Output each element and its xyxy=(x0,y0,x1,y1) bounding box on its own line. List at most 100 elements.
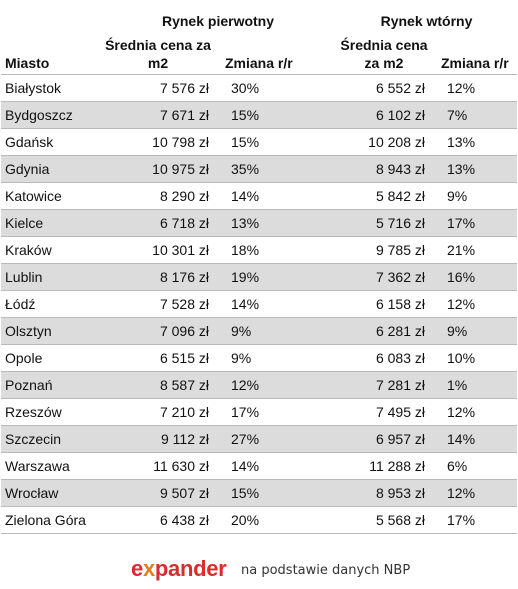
primary-market-header: Rynek pierwotny xyxy=(161,13,275,29)
city-cell: Bydgoszcz xyxy=(1,101,100,129)
logo-part-pander: pander xyxy=(154,556,227,581)
secondary-price-cell: 5 716 zł xyxy=(336,209,432,237)
primary-change-cell: 27% xyxy=(216,425,336,453)
primary-change-cell: 15% xyxy=(216,128,336,156)
primary-price-cell: 6 718 zł xyxy=(100,209,216,237)
city-cell: Olsztyn xyxy=(1,317,100,345)
primary-change-cell: 15% xyxy=(216,479,336,507)
table-body: Białystok 7 576 zł 30% 6 552 zł 12% Bydgoszcz… xyxy=(1,74,517,534)
city-cell: Gdynia xyxy=(1,155,100,183)
secondary-change-column-header: Zmiana r/r xyxy=(441,55,509,71)
secondary-price-cell: 8 953 zł xyxy=(336,479,432,507)
primary-price-cell: 6 515 zł xyxy=(100,344,216,372)
secondary-price-cell: 5 842 zł xyxy=(336,182,432,210)
secondary-change-cell: 12% xyxy=(432,398,517,426)
price-table: Rynek pierwotny Rynek wtórny Miasto Śred… xyxy=(1,4,517,534)
secondary-change-cell: 6% xyxy=(432,452,517,480)
primary-change-cell: 14% xyxy=(216,182,336,210)
secondary-price-column-header: Średnia cena za m2 xyxy=(340,37,428,71)
table-row: Olsztyn 7 096 zł 9% 6 281 zł 9% xyxy=(1,317,517,345)
city-column-header: Miasto xyxy=(5,55,50,71)
primary-price-cell: 8 587 zł xyxy=(100,371,216,399)
city-cell: Warszawa xyxy=(1,452,100,480)
secondary-change-cell: 12% xyxy=(432,74,517,102)
table-row: Gdańsk 10 798 zł 15% 10 208 zł 13% xyxy=(1,128,517,156)
secondary-change-cell: 10% xyxy=(432,344,517,372)
header-spacer xyxy=(1,4,100,29)
city-cell: Katowice xyxy=(1,182,100,210)
table-row: Zielona Góra 6 438 zł 20% 5 568 zł 17% xyxy=(1,506,517,534)
secondary-change-cell: 12% xyxy=(432,290,517,318)
secondary-change-cell: 17% xyxy=(432,506,517,534)
primary-change-cell: 20% xyxy=(216,506,336,534)
primary-price-cell: 8 176 zł xyxy=(100,263,216,291)
city-cell: Kielce xyxy=(1,209,100,237)
primary-change-cell: 15% xyxy=(216,101,336,129)
city-cell: Wrocław xyxy=(1,479,100,507)
logo-part-e: e xyxy=(131,556,143,581)
footer: expander na podstawie danych NBP xyxy=(0,556,518,586)
primary-change-cell: 14% xyxy=(216,290,336,318)
secondary-change-cell: 9% xyxy=(432,317,517,345)
primary-price-cell: 10 301 zł xyxy=(100,236,216,264)
primary-price-cell: 7 671 zł xyxy=(100,101,216,129)
secondary-change-cell: 7% xyxy=(432,101,517,129)
primary-price-cell: 7 528 zł xyxy=(100,290,216,318)
primary-price-cell: 10 798 zł xyxy=(100,128,216,156)
secondary-market-header: Rynek wtórny xyxy=(380,13,473,29)
table-row: Opole 6 515 zł 9% 6 083 zł 10% xyxy=(1,344,517,372)
table-row: Szczecin 9 112 zł 27% 6 957 zł 14% xyxy=(1,425,517,453)
city-cell: Białystok xyxy=(1,74,100,102)
primary-change-cell: 35% xyxy=(216,155,336,183)
table-row: Białystok 7 576 zł 30% 6 552 zł 12% xyxy=(1,74,517,102)
primary-price-cell: 6 438 zł xyxy=(100,506,216,534)
primary-change-cell: 18% xyxy=(216,236,336,264)
table-row: Katowice 8 290 zł 14% 5 842 zł 9% xyxy=(1,182,517,210)
primary-change-cell: 14% xyxy=(216,452,336,480)
secondary-price-cell: 5 568 zł xyxy=(336,506,432,534)
secondary-change-cell: 13% xyxy=(432,128,517,156)
primary-change-cell: 13% xyxy=(216,209,336,237)
secondary-change-cell: 9% xyxy=(432,182,517,210)
secondary-price-cell: 6 552 zł xyxy=(336,74,432,102)
secondary-change-cell: 14% xyxy=(432,425,517,453)
table-row: Łódź 7 528 zł 14% 6 158 zł 12% xyxy=(1,290,517,318)
secondary-price-cell: 6 957 zł xyxy=(336,425,432,453)
secondary-change-cell: 13% xyxy=(432,155,517,183)
city-cell: Opole xyxy=(1,344,100,372)
table-row: Lublin 8 176 zł 19% 7 362 zł 16% xyxy=(1,263,517,291)
secondary-price-cell: 6 083 zł xyxy=(336,344,432,372)
secondary-price-cell: 6 102 zł xyxy=(336,101,432,129)
table-row: Rzeszów 7 210 zł 17% 7 495 zł 12% xyxy=(1,398,517,426)
table-row: Poznań 8 587 zł 12% 7 281 zł 1% xyxy=(1,371,517,399)
expander-logo: expander xyxy=(131,556,227,582)
primary-change-cell: 9% xyxy=(216,317,336,345)
primary-change-cell: 12% xyxy=(216,371,336,399)
primary-price-cell: 7 096 zł xyxy=(100,317,216,345)
secondary-change-cell: 1% xyxy=(432,371,517,399)
primary-price-cell: 7 210 zł xyxy=(100,398,216,426)
primary-price-cell: 9 112 zł xyxy=(100,425,216,453)
table-row: Gdynia 10 975 zł 35% 8 943 zł 13% xyxy=(1,155,517,183)
secondary-price-cell: 9 785 zł xyxy=(336,236,432,264)
source-note: na podstawie danych NBP xyxy=(241,563,411,578)
logo-part-x: x xyxy=(142,556,155,581)
city-cell: Łódź xyxy=(1,290,100,318)
secondary-price-cell: 7 495 zł xyxy=(336,398,432,426)
city-cell: Zielona Góra xyxy=(1,506,100,534)
primary-price-cell: 8 290 zł xyxy=(100,182,216,210)
table-row: Kielce 6 718 zł 13% 5 716 zł 17% xyxy=(1,209,517,237)
city-cell: Szczecin xyxy=(1,425,100,453)
city-cell: Poznań xyxy=(1,371,100,399)
city-cell: Rzeszów xyxy=(1,398,100,426)
primary-change-cell: 30% xyxy=(216,74,336,102)
secondary-price-cell: 7 362 zł xyxy=(336,263,432,291)
primary-change-cell: 9% xyxy=(216,344,336,372)
primary-change-column-header: Zmiana r/r xyxy=(225,55,293,71)
secondary-price-cell: 11 288 zł xyxy=(336,452,432,480)
table-row: Warszawa 11 630 zł 14% 11 288 zł 6% xyxy=(1,452,517,480)
primary-price-cell: 11 630 zł xyxy=(100,452,216,480)
city-cell: Gdańsk xyxy=(1,128,100,156)
primary-change-cell: 17% xyxy=(216,398,336,426)
primary-change-cell: 19% xyxy=(216,263,336,291)
